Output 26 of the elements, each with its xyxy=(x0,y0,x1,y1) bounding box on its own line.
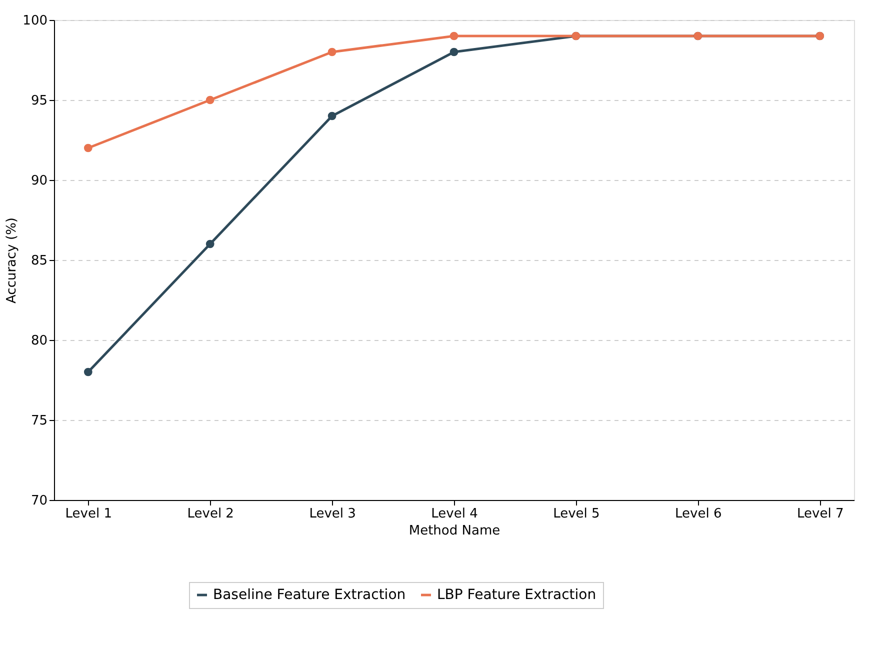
legend-label: Baseline Feature Extraction xyxy=(213,587,406,603)
x-tick-label: Level 6 xyxy=(675,506,722,522)
y-tick-label: 90 xyxy=(30,174,48,188)
x-tick-label: Level 1 xyxy=(65,506,112,522)
y-tick-label: 75 xyxy=(30,414,48,428)
point xyxy=(328,48,336,56)
y-tick-label: 85 xyxy=(30,254,48,268)
point xyxy=(450,48,458,56)
x-tick-label: Level 3 xyxy=(309,506,356,522)
x-axis-title: Method Name xyxy=(408,524,500,538)
x-tick-label: Level 4 xyxy=(431,506,478,522)
x-tick-label: Level 5 xyxy=(553,506,600,522)
point xyxy=(328,112,336,120)
x-tick-label: Level 7 xyxy=(796,506,844,522)
y-tick-label: 80 xyxy=(30,334,48,348)
y-tick-label: 70 xyxy=(30,494,48,508)
y-tick-label: 95 xyxy=(30,94,48,108)
point xyxy=(206,96,214,104)
legend-label: LBP Feature Extraction xyxy=(437,587,596,603)
y-tick-label: 100 xyxy=(22,14,48,28)
x-tick-label: Level 2 xyxy=(187,506,234,522)
point xyxy=(84,368,92,376)
y-axis-title: Accuracy (%) xyxy=(4,218,20,304)
point xyxy=(84,144,92,152)
point xyxy=(450,32,458,40)
point xyxy=(206,240,214,248)
